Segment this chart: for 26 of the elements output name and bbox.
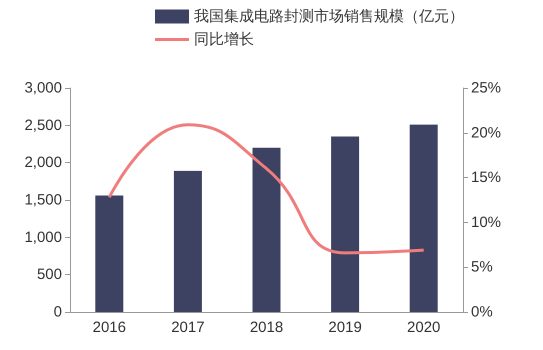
x-tick-label: 2016 — [92, 319, 126, 336]
line-series — [108, 123, 426, 254]
y2-tick-label: 0% — [471, 304, 493, 320]
y-tick-label: 2,500 — [24, 116, 62, 134]
y-tick-label: 0 — [54, 304, 62, 320]
legend-label: 我国集成电路封测市场销售规模（亿元） — [194, 8, 464, 25]
y2-tick-label: 5% — [471, 258, 493, 276]
x-tick-label: 2019 — [328, 319, 362, 336]
x-tick-label: 2017 — [171, 319, 205, 336]
y-tick-label: 3,000 — [24, 80, 62, 96]
x-tick-label: 2020 — [407, 319, 440, 336]
bar — [174, 170, 202, 312]
y2-tick-label: 10% — [471, 214, 502, 231]
legend-label: 同比增长 — [194, 31, 254, 48]
y-tick-label: 2,000 — [24, 154, 62, 172]
y-tick-label: 1,500 — [24, 192, 62, 208]
bar — [252, 148, 280, 312]
y2-tick-label: 20% — [471, 124, 502, 142]
y2-tick-label: 15% — [471, 169, 502, 186]
x-tick-label: 2018 — [250, 319, 284, 336]
y-tick-label: 1,000 — [24, 228, 62, 246]
y-tick-label: 500 — [36, 266, 62, 284]
y2-tick-label: 25% — [471, 80, 502, 96]
bar — [95, 196, 124, 312]
bar — [331, 136, 360, 312]
bar — [410, 124, 438, 312]
